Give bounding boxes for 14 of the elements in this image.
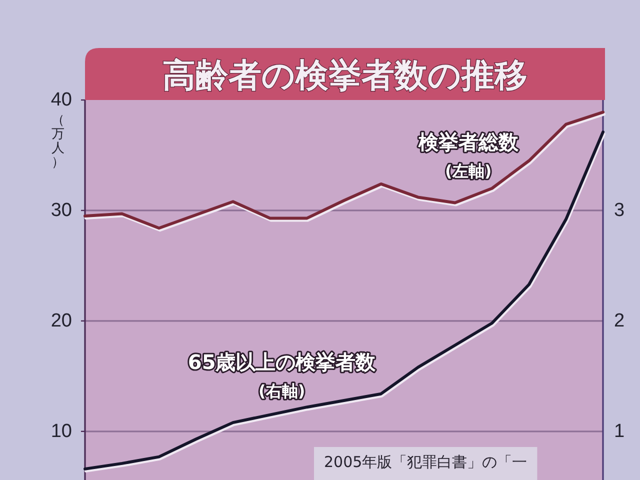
series-label: 検挙者総数 (左軸) [417,130,520,180]
y2-tick-label: 1 [614,420,625,442]
y-tick-label: 30 [50,200,72,221]
line-series [84,110,604,230]
y-axis-title: （万人） [52,112,64,170]
annotation: 2005年版「犯罪白書」の「一 [324,453,528,471]
y-tick-label: 40 [50,90,72,110]
line-series [84,130,604,470]
y-tick-label: 10 [50,420,72,442]
chart-title: 高齢者の検挙者数の推移 [162,56,528,94]
y-tick-label: 20 [50,310,72,332]
y2-tick-label: 2 [614,310,625,332]
y2-tick-label: 3 [614,200,625,221]
series-label: 65歳以上の検挙者数 (右軸) [188,350,377,401]
